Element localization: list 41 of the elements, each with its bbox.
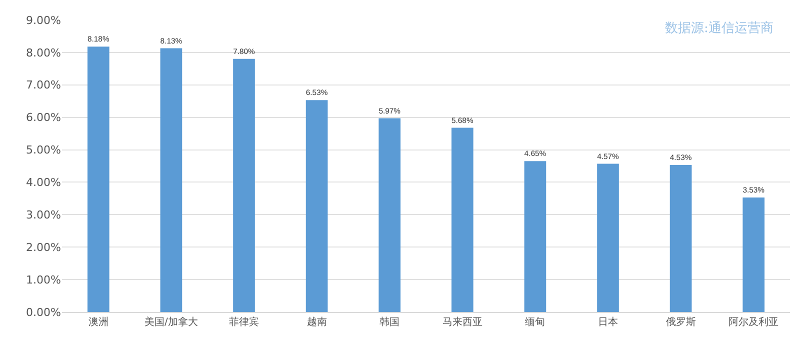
bar	[451, 128, 474, 312]
x-tick-label: 菲律宾	[229, 316, 259, 328]
x-tick-label: 越南	[306, 316, 327, 328]
y-tick-label: 3.00%	[26, 208, 61, 222]
bar	[742, 197, 765, 312]
data-label: 8.13%	[160, 36, 182, 46]
bar	[378, 118, 401, 312]
y-tick-label: 2.00%	[26, 240, 61, 254]
annotation: 数据源:通信运营商	[665, 21, 774, 36]
y-tick-label: 4.00%	[26, 176, 61, 190]
bar	[87, 46, 110, 312]
y-tick-label: 0.00%	[26, 306, 61, 319]
data-label: 5.97%	[378, 106, 401, 116]
data-label: 5.68%	[451, 116, 474, 125]
x-tick-label: 美国/加拿大	[144, 316, 198, 328]
data-label: 6.53%	[306, 88, 328, 98]
x-tick-label: 韩国	[380, 316, 400, 328]
x-tick-label: 俄罗斯	[666, 316, 696, 328]
x-tick-label: 阿尔及利亚	[728, 316, 779, 328]
data-label: 4.65%	[524, 149, 546, 158]
y-tick-label: 9.00%	[26, 14, 61, 27]
bar	[597, 164, 619, 312]
bar	[670, 165, 692, 312]
data-label: 7.80%	[233, 47, 256, 56]
x-tick-label: 澳洲	[88, 316, 108, 328]
bar	[160, 48, 182, 312]
y-tick-label: 1.00%	[26, 273, 61, 286]
data-label: 4.57%	[597, 152, 620, 161]
data-label: 3.53%	[742, 186, 765, 195]
y-tick-label: 8.00%	[26, 46, 61, 60]
bar	[306, 100, 328, 312]
x-tick-label: 日本	[598, 316, 618, 328]
y-tick-label: 7.00%	[26, 78, 61, 92]
bar	[524, 161, 546, 312]
bar	[233, 58, 255, 312]
x-tick-label: 缅甸	[525, 316, 546, 328]
data-label: 8.18%	[87, 34, 110, 44]
y-tick-label: 6.00%	[26, 111, 61, 124]
x-tick-label: 马来西亚	[442, 316, 482, 328]
data-label: 4.53%	[670, 153, 692, 162]
y-tick-label: 5.00%	[26, 144, 61, 157]
